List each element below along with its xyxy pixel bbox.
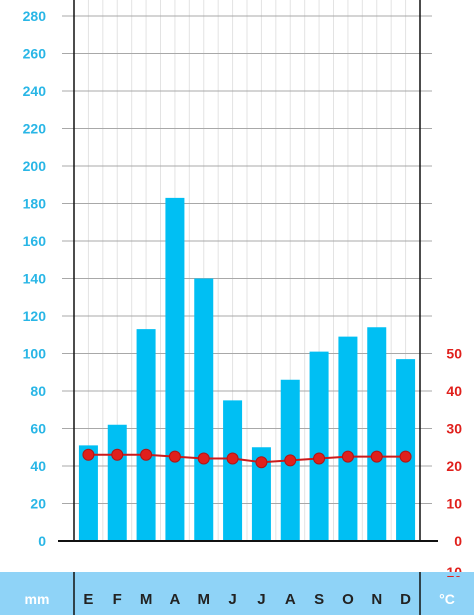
axes (58, 0, 438, 542)
right-tick-label: 40 (446, 383, 462, 399)
bar-2 (107, 424, 127, 541)
temp-point-6 (226, 452, 239, 465)
left-unit-label: mm (25, 591, 50, 607)
bar-12 (396, 359, 416, 541)
bar-1 (78, 445, 98, 541)
temperature-line (82, 448, 412, 469)
left-tick-label: 20 (30, 496, 46, 512)
temp-point-4 (168, 450, 181, 463)
left-tick-label: 60 (30, 421, 46, 437)
left-tick-label: 200 (23, 158, 47, 174)
bar-10 (338, 336, 358, 541)
temp-point-8 (284, 454, 297, 467)
temp-point-5 (197, 452, 210, 465)
month-label-5: M (198, 591, 211, 608)
temp-point-11 (370, 450, 383, 463)
left-tick-label: 0 (38, 533, 46, 549)
left-tick-label: 160 (23, 233, 47, 249)
right-axis-tick-labels: 0 10 20 30 40 50 (446, 346, 462, 550)
temp-point-7 (255, 456, 268, 469)
bar-4 (165, 197, 185, 541)
right-tick-label: 50 (446, 346, 462, 362)
month-label-4: A (169, 591, 180, 608)
left-tick-label: 80 (30, 383, 46, 399)
right-unit-label: °C (439, 591, 455, 607)
bar-11 (367, 327, 387, 541)
right-tick-label: 20 (446, 458, 462, 474)
month-label-3: M (140, 591, 153, 608)
bar-7 (251, 447, 271, 541)
month-label-6: J (228, 591, 236, 608)
month-label-12: D (400, 591, 411, 608)
temp-point-12 (399, 450, 412, 463)
footer-background (0, 572, 474, 615)
temp-point-3 (140, 448, 153, 461)
temp-point-1 (82, 448, 95, 461)
month-label-1: E (83, 591, 93, 608)
temp-point-10 (341, 450, 354, 463)
bar-5 (194, 278, 214, 541)
left-tick-label: 40 (30, 458, 46, 474)
bar-9 (309, 351, 329, 541)
temp-point-2 (111, 448, 124, 461)
partial-label-mask (430, 572, 474, 576)
left-tick-label: 220 (23, 121, 47, 137)
right-tick-label: 30 (446, 421, 462, 437)
left-tick-label: 140 (23, 271, 47, 287)
month-label-10: O (342, 591, 354, 608)
precipitation-bars (78, 197, 416, 541)
left-tick-label: 180 (23, 196, 47, 212)
temp-point-9 (313, 452, 326, 465)
left-axis-tick-labels: 0 20 40 60 80 100 120 140 160 180 200 220 240 260 280 (23, 8, 47, 549)
month-label-2: F (113, 591, 122, 608)
left-tick-label: 280 (23, 8, 47, 24)
bar-6 (223, 400, 243, 541)
month-label-11: N (371, 591, 382, 608)
right-tick-label: 0 (454, 533, 462, 549)
left-tick-label: 120 (23, 308, 47, 324)
bar-3 (136, 329, 156, 541)
left-tick-label: 260 (23, 46, 47, 62)
month-label-9: S (314, 591, 324, 608)
month-label-8: A (285, 591, 296, 608)
left-tick-label: 100 (23, 346, 47, 362)
left-tick-label: 240 (23, 83, 47, 99)
month-label-7: J (257, 591, 265, 608)
right-tick-label: 10 (446, 496, 462, 512)
